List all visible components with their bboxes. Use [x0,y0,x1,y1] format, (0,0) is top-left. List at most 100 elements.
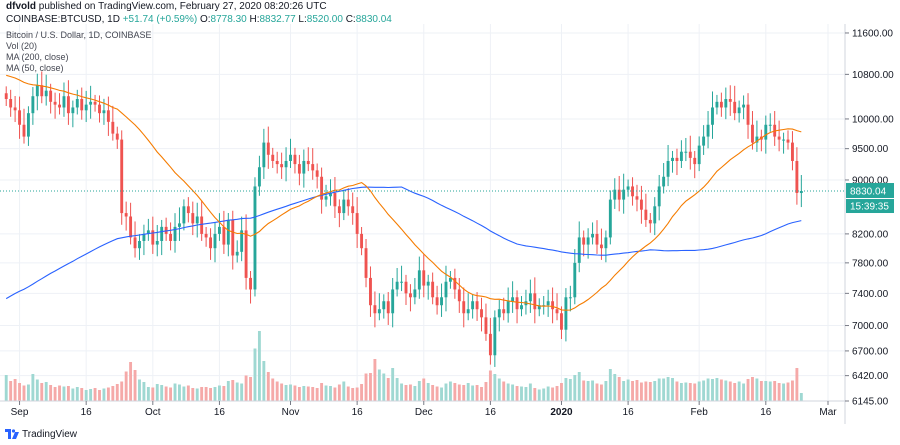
volume-bar [204,387,208,401]
volume-bar [75,387,79,401]
candle-body [293,154,297,165]
volume-bar [631,381,634,401]
candle-body [337,206,341,214]
candle-body [600,244,603,249]
volume-bar [84,390,88,401]
volume-bar [635,380,639,401]
time-tick-label: Feb [691,407,709,418]
volume-bar [782,383,786,401]
volume-bar [106,387,110,401]
candle-body [768,124,772,126]
candle-body [186,206,190,214]
volume-bar [497,378,501,401]
volume-bar [591,380,595,401]
volume-bar [617,377,621,401]
volume-bar [408,384,412,401]
volume-bar [417,381,421,401]
volume-bar [639,382,643,401]
countdown-badge [846,199,894,214]
candle-body [644,209,648,220]
price-tick-label: 9500.00 [852,144,889,155]
volume-bar [484,382,488,401]
volume-bar [133,370,137,401]
volume-bar [608,369,612,401]
volume-bar [440,387,443,401]
time-axis[interactable]: Sep 16 Oct 16 Nov 16 Dec 16 2020 16 Feb 16 Mar [0,400,845,418]
candle-body [724,99,728,108]
candle-body [257,167,261,187]
volume-bar [773,381,777,401]
close-value: 8830.04 [355,14,392,25]
candle-body [75,99,79,108]
candle-body [560,313,563,330]
change-value: +51.74 (+0.59%) [122,14,198,25]
volume-bar [448,381,452,401]
volume-bar [222,386,226,401]
volume-bar [546,386,550,401]
candle-body [631,186,634,197]
volume-bar [369,373,372,401]
candle-body [200,216,204,234]
candle-body [444,281,448,298]
candle-body [84,104,88,111]
candle-body [44,90,48,97]
candle-body [466,309,470,314]
volume-bar [360,384,364,401]
volume-bar [737,381,741,401]
price-axis[interactable]: 11600.00 10800.00 10000.00 9500.00 9000.00 82… [844,24,894,424]
published-text: published on TradingView.com, February 2… [38,1,327,12]
volume-bar [49,385,53,401]
volume-bar [120,381,124,401]
candle-body [4,93,8,100]
candle-body [782,139,786,141]
open-label: O: [199,14,211,25]
candle-body [240,230,244,252]
volume-bar [244,375,248,401]
time-tick-label: Dec [415,407,433,418]
candle-body [635,196,639,200]
volume-bar [466,383,470,401]
candle-body [302,160,306,174]
volume-bar [80,388,84,401]
candle-body [395,281,399,290]
volume-bar [293,385,297,401]
volume-bar [622,381,626,401]
candle-body [173,226,177,241]
chart-header: dfvold published on TradingView.com, Feb… [0,0,900,30]
candle-body [751,124,754,143]
candle-body [617,189,621,200]
volume-bar [786,382,790,401]
volume-bar [475,385,479,401]
volume-bar [382,373,386,401]
volume-bar [146,387,150,401]
symbol-label: COINBASE:BTCUSD, 1D [6,14,120,25]
candle-body [662,176,666,187]
author-name[interactable]: dfvold [6,1,36,12]
volume-bar [320,383,324,401]
volume-bar [226,381,230,401]
volume-bar [400,383,404,401]
volume-bar [169,387,173,401]
candle-body [777,136,781,140]
candle-body [262,142,266,168]
volume-bar [195,388,199,401]
candle-body [204,233,208,238]
volume-bar [422,378,426,401]
price-tick-label: 6700.00 [852,346,889,357]
price-chart[interactable]: 11600.00 10800.00 10000.00 9500.00 9000.00 82… [0,24,900,424]
price-tick-label: 7800.00 [852,258,889,269]
candle-body [377,309,381,314]
legend-ma200: MA (200, close) [6,52,69,62]
price-tick-label: 6145.00 [852,397,889,408]
candle-body [746,104,750,125]
volume-bar [471,385,475,401]
candle-body [195,216,199,224]
volume-bar [249,377,252,401]
candle-body [555,309,559,314]
candle-body [306,160,310,165]
volume-bar [315,388,319,401]
volume-bar [13,379,17,401]
candle-body [528,293,532,302]
low-value: 8520.00 [306,14,343,25]
volume-bar [426,383,430,401]
